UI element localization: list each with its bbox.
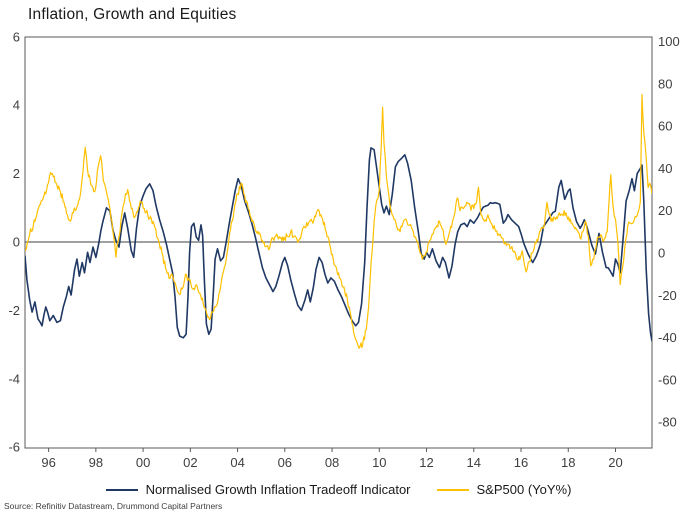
y-axis-right-tick-label: 0 [658, 246, 665, 261]
tradeoff-line-swatch [105, 488, 138, 491]
y-axis-left-tick-label: -6 [8, 440, 20, 455]
y-axis-left-tick-label: 6 [13, 29, 20, 44]
y-axis-right-tick-label: 80 [658, 76, 672, 91]
chart-legend: Normalised Growth Inflation Tradeoff Ind… [25, 482, 652, 497]
y-axis-left-tick-label: 0 [13, 235, 20, 250]
series-line-tradeoff [25, 147, 652, 342]
y-axis-right-tick-label: 20 [658, 203, 672, 218]
y-axis-right-tick-label: 60 [658, 119, 672, 134]
sp500-line-swatch [436, 488, 469, 491]
x-axis-tick-label: 14 [467, 455, 481, 470]
x-axis-tick-label: 96 [41, 455, 55, 470]
y-axis-right-tick-label: -20 [658, 288, 677, 303]
x-axis-tick-label: 00 [136, 455, 150, 470]
x-axis-tick-label: 16 [514, 455, 528, 470]
x-axis-tick-label: 02 [183, 455, 197, 470]
y-axis-left-tick-label: -4 [8, 371, 20, 386]
legend-item-tradeoff: Normalised Growth Inflation Tradeoff Ind… [105, 482, 411, 497]
x-axis-tick-label: 20 [608, 455, 622, 470]
y-axis-left-tick-label: -2 [8, 303, 20, 318]
y-axis-right-tick-label: 40 [658, 161, 672, 176]
x-axis-tick-label: 18 [561, 455, 575, 470]
x-axis-tick-label: 04 [230, 455, 244, 470]
legend-label-tradeoff: Normalised Growth Inflation Tradeoff Ind… [145, 482, 411, 497]
y-axis-right-tick-label: -60 [658, 372, 677, 387]
chart-title: Inflation, Growth and Equities [28, 6, 237, 23]
y-axis-right-tick-label: -80 [658, 415, 677, 430]
legend-label-sp500: S&P500 (YoY%) [476, 482, 572, 497]
series-line-sp500 [25, 93, 652, 349]
x-axis-tick-label: 98 [89, 455, 103, 470]
x-axis-tick-label: 12 [419, 455, 433, 470]
y-axis-left-tick-label: 4 [13, 98, 20, 113]
legend-item-sp500: S&P500 (YoY%) [436, 482, 572, 497]
x-axis-tick-label: 06 [278, 455, 292, 470]
y-axis-right-tick-label: 100 [658, 34, 680, 49]
y-axis-left-tick-label: 2 [13, 166, 20, 181]
x-axis-tick-label: 10 [372, 455, 386, 470]
x-axis-tick-label: 08 [325, 455, 339, 470]
source-note: Source: Refinitiv Datastream, Drummond C… [4, 501, 223, 511]
y-axis-right-tick-label: -40 [658, 330, 677, 345]
